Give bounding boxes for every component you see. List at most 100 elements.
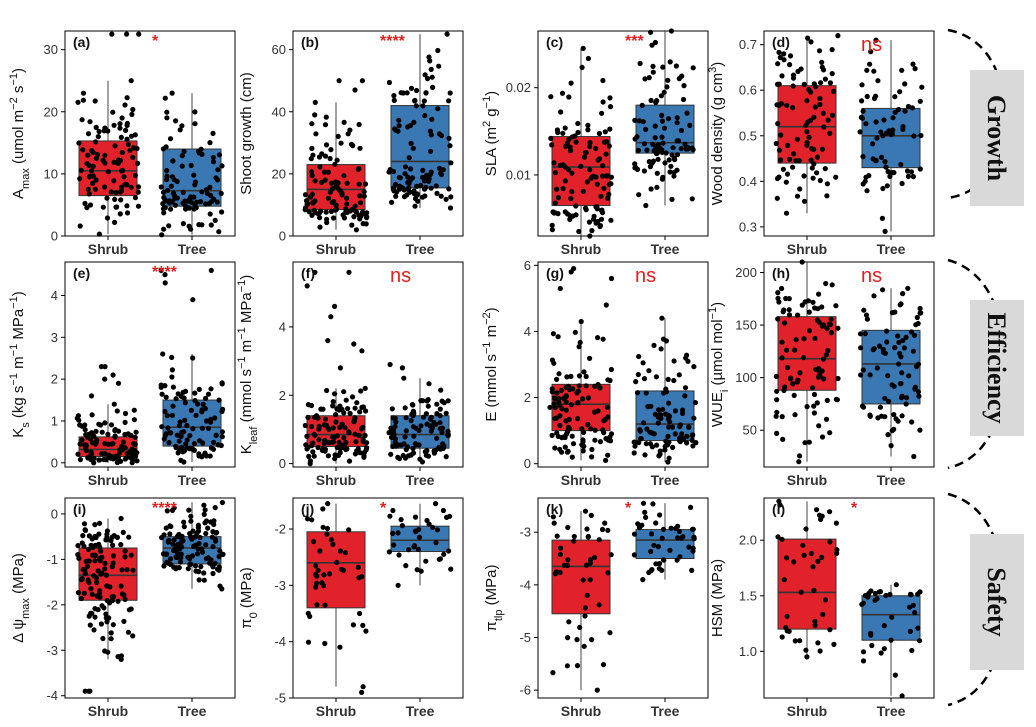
data-point	[191, 441, 197, 447]
data-point	[347, 410, 353, 416]
data-point	[889, 428, 895, 434]
data-point	[352, 405, 358, 411]
data-point	[332, 391, 338, 397]
data-point	[448, 566, 454, 572]
data-point	[311, 207, 317, 213]
data-point	[393, 193, 399, 199]
data-point	[122, 181, 128, 187]
data-point	[359, 689, 365, 696]
data-point	[774, 175, 781, 182]
box-shrub	[74, 364, 140, 466]
data-point	[802, 299, 808, 305]
data-point	[912, 386, 918, 392]
data-point	[361, 454, 367, 460]
data-point	[362, 385, 368, 391]
data-point	[803, 647, 809, 653]
x-tick-label: Shrub	[787, 241, 827, 257]
significance-label: ****	[380, 33, 406, 50]
data-point	[98, 364, 104, 370]
data-point	[775, 61, 781, 67]
data-point	[881, 623, 887, 629]
data-point	[444, 514, 450, 521]
data-point	[651, 342, 657, 348]
data-point	[128, 552, 134, 558]
data-point	[781, 307, 787, 313]
data-point	[178, 433, 184, 439]
data-point	[164, 413, 170, 419]
data-point	[92, 186, 98, 192]
data-point	[159, 232, 165, 238]
data-point	[587, 355, 593, 361]
box-tree	[631, 500, 697, 583]
data-point	[648, 97, 654, 104]
data-point	[805, 35, 811, 41]
y-tick-label: 0.02	[506, 80, 531, 95]
data-point	[892, 345, 898, 351]
data-point	[303, 442, 309, 448]
data-point	[554, 430, 560, 436]
data-point	[400, 90, 406, 96]
y-axis-label-part: g	[483, 108, 500, 121]
data-point	[192, 534, 198, 540]
box-shrub	[773, 259, 841, 465]
data-point	[122, 554, 128, 560]
data-point	[75, 413, 81, 419]
data-point	[122, 102, 128, 108]
data-point	[643, 202, 649, 209]
data-point	[889, 170, 895, 176]
data-point	[655, 156, 661, 162]
y-axis-label-part: Δ ψ	[10, 619, 27, 643]
data-point	[410, 413, 416, 419]
data-point	[580, 448, 586, 454]
data-point	[631, 531, 638, 537]
data-point	[192, 563, 199, 569]
data-point	[577, 624, 583, 631]
data-point	[573, 139, 579, 145]
data-point	[860, 154, 866, 160]
data-point	[311, 453, 317, 459]
data-point	[122, 596, 128, 603]
data-point	[690, 65, 696, 71]
data-point	[577, 339, 583, 346]
data-point	[820, 110, 826, 116]
data-point	[880, 133, 886, 139]
data-point	[585, 534, 591, 540]
data-point	[113, 190, 119, 196]
data-point	[356, 181, 362, 187]
data-point	[330, 403, 336, 409]
data-point	[579, 64, 585, 70]
data-point	[596, 602, 602, 608]
data-point	[165, 187, 171, 193]
data-point	[328, 180, 334, 186]
data-point	[808, 157, 814, 163]
data-point	[419, 459, 425, 465]
data-point	[194, 199, 200, 205]
data-point	[632, 117, 638, 123]
data-point	[402, 405, 408, 411]
data-point	[109, 564, 115, 570]
data-point	[445, 398, 451, 404]
data-point	[176, 423, 182, 429]
data-point	[219, 586, 225, 592]
data-point	[76, 140, 82, 146]
y-tick-label: 6	[524, 258, 531, 273]
data-point	[860, 658, 867, 664]
data-point	[195, 546, 201, 552]
data-point	[549, 389, 555, 395]
y-tick-label: 0	[51, 229, 58, 244]
data-point	[588, 426, 594, 432]
data-point	[887, 173, 893, 179]
data-point	[166, 537, 172, 543]
data-point	[219, 429, 225, 435]
data-point	[917, 589, 923, 595]
data-point	[201, 502, 207, 508]
data-point	[879, 215, 886, 221]
data-point	[643, 390, 649, 396]
data-point	[310, 449, 316, 455]
data-point	[782, 320, 788, 326]
data-point	[180, 389, 186, 395]
data-point	[422, 113, 428, 119]
data-point	[115, 380, 122, 386]
data-point	[649, 444, 656, 450]
